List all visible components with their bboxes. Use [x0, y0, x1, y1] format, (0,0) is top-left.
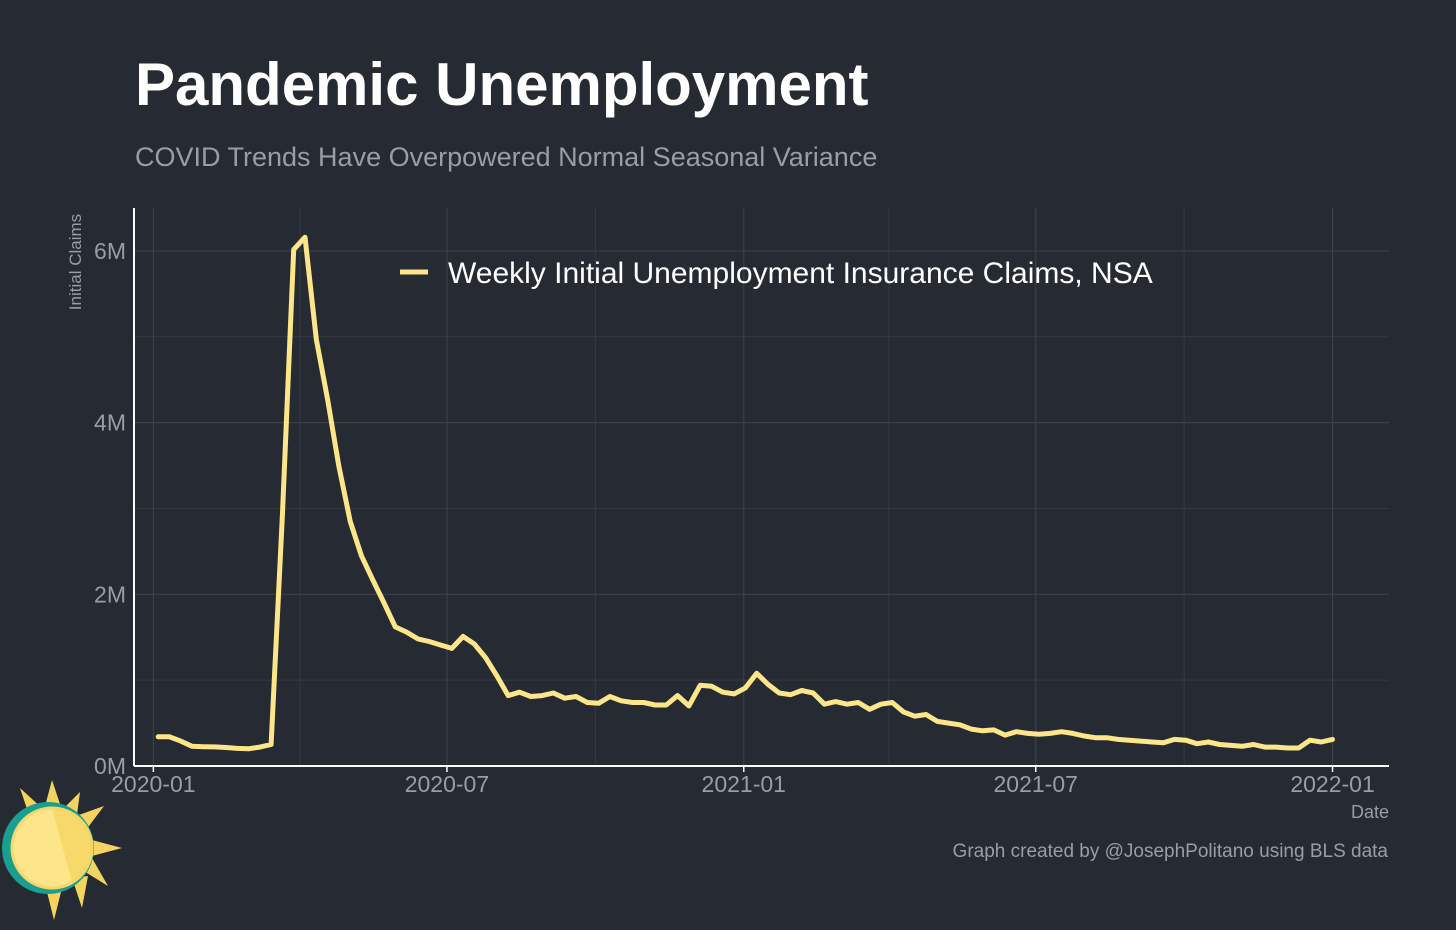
y-tick-label: 0M: [94, 753, 126, 779]
x-tick-label: 2022-01: [1290, 771, 1374, 797]
y-tick-label: 6M: [94, 238, 126, 264]
x-tick-label: 2020-01: [111, 771, 195, 797]
x-axis-title: Date: [1351, 802, 1389, 822]
legend-label: Weekly Initial Unemployment Insurance Cl…: [448, 257, 1153, 290]
chart-subtitle: COVID Trends Have Overpowered Normal Sea…: [135, 142, 878, 172]
y-axis-title: Initial Claims: [66, 214, 85, 310]
y-tick-label: 4M: [94, 410, 126, 436]
sun-icon: [2, 780, 122, 920]
source-caption: Graph created by @JosephPolitano using B…: [952, 841, 1388, 862]
chart-title: Pandemic Unemployment: [135, 51, 869, 118]
x-tick-label: 2020-07: [405, 771, 489, 797]
series-line: [155, 234, 1335, 752]
x-tick-label: 2021-07: [994, 771, 1078, 797]
y-tick-label: 2M: [94, 581, 126, 607]
x-tick-label: 2021-01: [702, 771, 786, 797]
